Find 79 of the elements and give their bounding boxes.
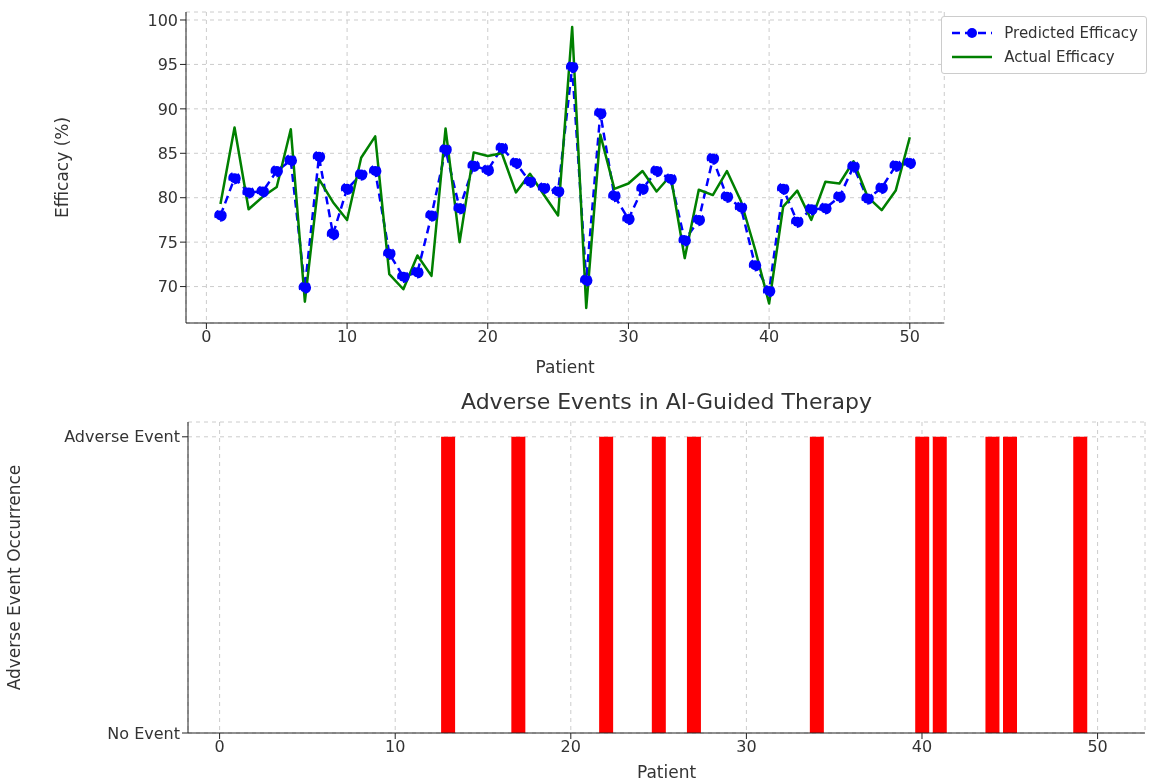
line-series <box>219 25 912 310</box>
y-tick-label: 85 <box>157 143 178 163</box>
point <box>214 209 227 222</box>
point <box>368 164 382 178</box>
x-tick-label: 0 <box>214 737 225 757</box>
point <box>706 152 720 165</box>
x-tick-label: 10 <box>336 327 358 347</box>
y-tick-label: 95 <box>157 55 178 75</box>
point <box>523 175 537 188</box>
y-tick-label: 100 <box>147 10 178 30</box>
point <box>594 107 607 120</box>
y-tick-label: 80 <box>157 188 178 208</box>
chart-title: Adverse Events in AI-Guided Therapy <box>460 389 873 414</box>
y-axis-title: Adverse Event Occurrence <box>4 464 25 691</box>
point <box>509 156 523 170</box>
x-tick-label: 50 <box>899 327 920 347</box>
y-axis-title: Efficacy (%) <box>52 116 73 219</box>
x-tick-label: 20 <box>477 327 498 347</box>
point <box>495 141 509 155</box>
point <box>242 186 255 199</box>
y-tick-label: 70 <box>157 277 178 297</box>
point <box>650 164 663 178</box>
point <box>636 182 649 196</box>
x-tick-label: 40 <box>911 737 933 757</box>
point <box>720 190 734 204</box>
point <box>791 215 804 228</box>
x-axis-title: Patient <box>636 762 697 780</box>
point <box>228 171 241 185</box>
legend-label: Actual Efficacy <box>1004 48 1115 66</box>
point <box>270 164 283 178</box>
point <box>481 163 495 177</box>
point <box>875 181 888 195</box>
point <box>439 143 452 156</box>
point <box>861 192 874 205</box>
point <box>579 274 593 287</box>
point <box>411 266 424 279</box>
x-tick-label: 50 <box>1087 737 1108 757</box>
point <box>284 154 298 167</box>
point <box>453 202 466 215</box>
point <box>256 185 269 198</box>
text: No Event <box>107 723 180 743</box>
legend-label: Predicted Efficacy <box>1004 24 1138 42</box>
point <box>383 247 396 260</box>
point <box>608 189 621 203</box>
x-tick-label: 30 <box>618 327 639 347</box>
point <box>565 60 579 74</box>
point <box>903 156 917 170</box>
point <box>340 182 354 196</box>
x-tick-label: 20 <box>560 737 581 757</box>
point <box>425 209 438 222</box>
x-tick-label: 10 <box>385 737 406 757</box>
point <box>819 202 832 215</box>
point <box>298 281 312 294</box>
point <box>678 234 691 247</box>
point <box>692 213 706 227</box>
point <box>622 212 635 226</box>
y-tick-label: 90 <box>157 99 178 119</box>
text: Adverse Event <box>64 427 180 447</box>
x-tick-label: 0 <box>201 327 212 347</box>
point <box>354 168 368 181</box>
point <box>326 227 340 241</box>
point <box>467 159 480 172</box>
y-tick-label: 75 <box>157 232 178 252</box>
point <box>805 203 818 216</box>
point <box>748 258 762 272</box>
x-axis-title: Patient <box>535 357 596 377</box>
point <box>734 201 748 214</box>
x-tick-label: 30 <box>736 737 757 757</box>
point <box>762 284 776 298</box>
point <box>664 172 677 186</box>
point <box>776 182 790 196</box>
point <box>889 159 902 172</box>
x-tick-label: 40 <box>758 327 780 347</box>
point <box>833 190 846 204</box>
point <box>537 181 551 195</box>
point <box>551 185 565 198</box>
point <box>312 150 326 164</box>
point <box>397 270 410 284</box>
point <box>847 160 860 173</box>
